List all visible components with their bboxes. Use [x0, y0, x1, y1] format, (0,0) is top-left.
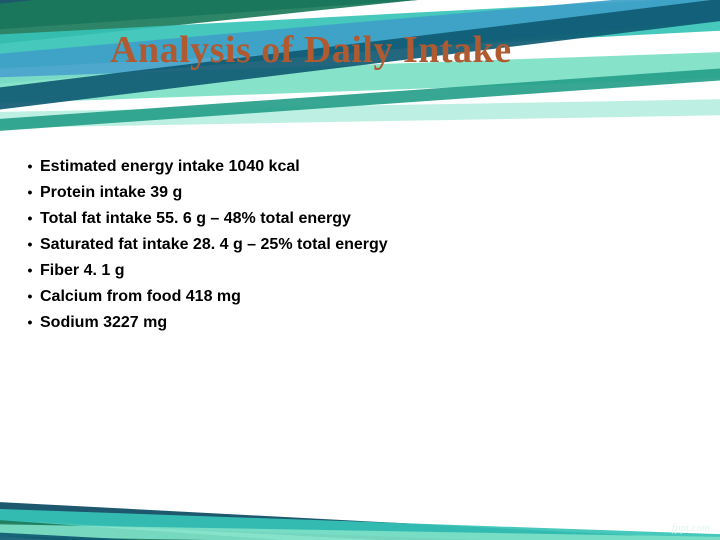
- bullet-marker: •: [20, 158, 40, 174]
- bullet-item: •Calcium from food 418 mg: [20, 288, 680, 306]
- footer-brand: fppt.com: [672, 522, 710, 534]
- bullet-text: Sodium 3227 mg: [40, 314, 167, 332]
- bullet-list: •Estimated energy intake 1040 kcal•Prote…: [20, 158, 680, 332]
- bullet-text: Estimated energy intake 1040 kcal: [40, 158, 300, 176]
- bullet-text: Calcium from food 418 mg: [40, 288, 241, 306]
- slide-title: Analysis of Daily Intake: [110, 28, 512, 72]
- bullet-text: Saturated fat intake 28. 4 g – 25% total…: [40, 236, 388, 254]
- bullet-text: Total fat intake 55. 6 g – 48% total ene…: [40, 210, 351, 228]
- content-area: •Estimated energy intake 1040 kcal•Prote…: [20, 158, 680, 340]
- slide: Analysis of Daily Intake •Estimated ener…: [0, 0, 720, 540]
- bullet-marker: •: [20, 314, 40, 330]
- bullet-marker: •: [20, 288, 40, 304]
- bullet-item: •Total fat intake 55. 6 g – 48% total en…: [20, 210, 680, 228]
- bullet-item: •Sodium 3227 mg: [20, 314, 680, 332]
- bullet-marker: •: [20, 262, 40, 278]
- bullet-marker: •: [20, 210, 40, 226]
- bullet-item: •Fiber 4. 1 g: [20, 262, 680, 280]
- bullet-item: •Saturated fat intake 28. 4 g – 25% tota…: [20, 236, 680, 254]
- bullet-marker: •: [20, 184, 40, 200]
- bullet-item: •Estimated energy intake 1040 kcal: [20, 158, 680, 176]
- bullet-text: Protein intake 39 g: [40, 184, 182, 202]
- bullet-text: Fiber 4. 1 g: [40, 262, 124, 280]
- background-brush-bottom: [0, 500, 720, 540]
- bullet-item: •Protein intake 39 g: [20, 184, 680, 202]
- bullet-marker: •: [20, 236, 40, 252]
